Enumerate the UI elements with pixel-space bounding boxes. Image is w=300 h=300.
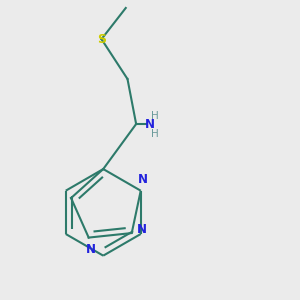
Text: H: H <box>151 129 159 139</box>
Text: N: N <box>85 243 95 256</box>
Text: N: N <box>137 173 148 186</box>
Text: N: N <box>137 223 147 236</box>
Text: H: H <box>151 111 159 122</box>
Text: N: N <box>145 118 155 131</box>
Text: S: S <box>97 33 106 46</box>
